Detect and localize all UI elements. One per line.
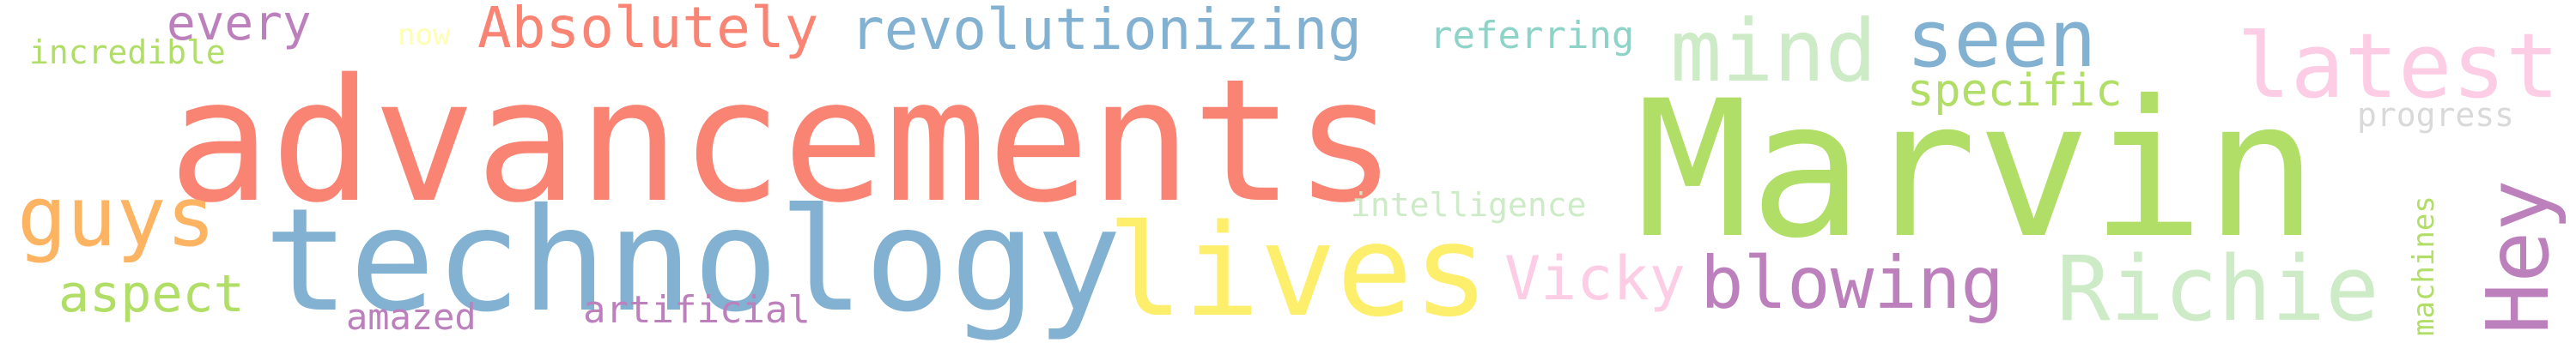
word-richie: Richie	[2057, 237, 2379, 341]
word-advancements: advancements	[168, 42, 1397, 240]
word-lives: lives	[1107, 197, 1490, 343]
word-specific: specific	[1907, 65, 2123, 117]
word-every: every	[167, 0, 312, 51]
word-progress: progress	[2357, 96, 2515, 134]
word-mind: mind	[1670, 1, 1877, 101]
word-revolutionizing: revolutionizing	[850, 0, 1363, 63]
word-intelligence: intelligence	[1351, 186, 1587, 224]
word-hey: Hey	[2468, 179, 2568, 334]
word-seen: seen	[1906, 0, 2097, 85]
word-now: now	[398, 18, 451, 52]
word-machines: machines	[2407, 196, 2441, 336]
word-latest: latest	[2237, 14, 2560, 118]
word-marvin: Marvin	[1636, 60, 2318, 280]
word-incredible: incredible	[29, 33, 226, 71]
word-artificial: artificial	[583, 288, 811, 332]
word-referring: referring	[1430, 14, 1635, 57]
word-technology: technology	[264, 178, 1122, 343]
word-vicky: Vicky	[1504, 244, 1686, 314]
word-blowing: blowing	[1700, 241, 2005, 325]
word-guys: guys	[17, 169, 216, 265]
word-aspect: aspect	[58, 264, 245, 324]
word-absolutely: Absolutely	[477, 0, 819, 61]
word-amazed: amazed	[346, 296, 477, 338]
